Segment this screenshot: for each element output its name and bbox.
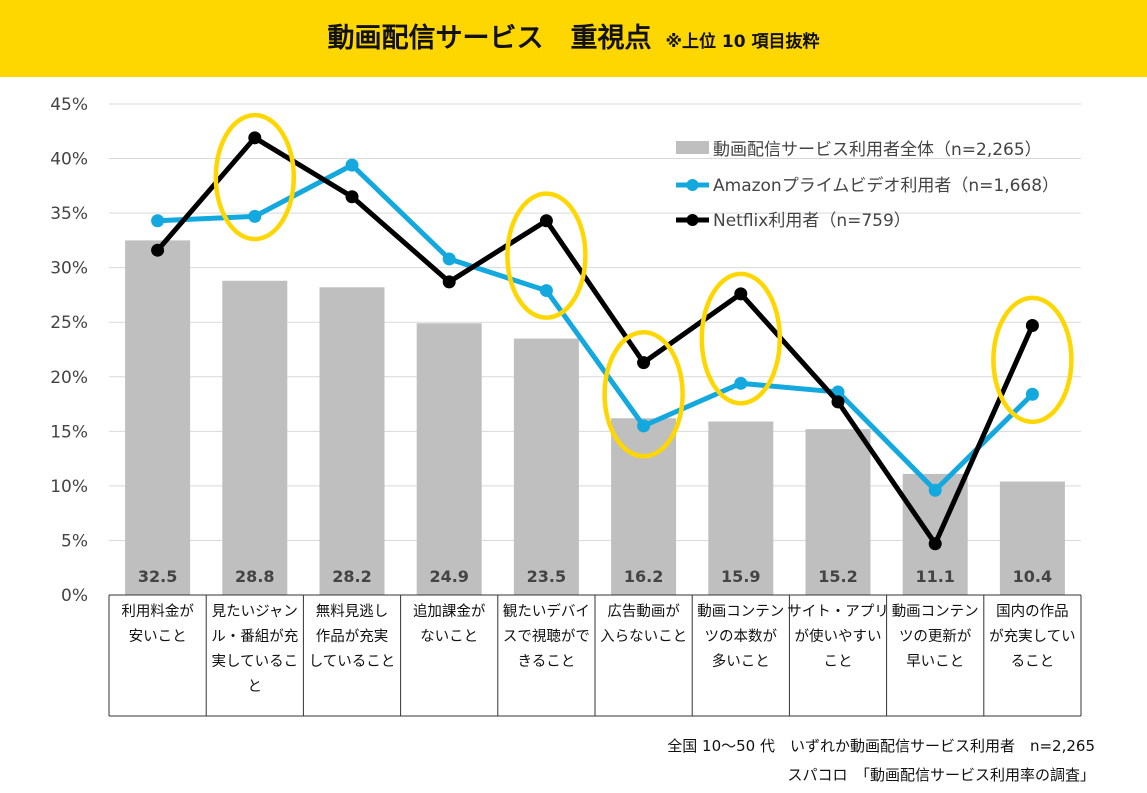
series-point [442, 252, 456, 266]
legend-label: Amazonプライムビデオ利用者（n=1,668） [713, 175, 1059, 196]
bar-data-label: 24.9 [429, 567, 468, 586]
category-label: サイト・アプリ [787, 603, 889, 620]
y-tick-label: 35% [50, 204, 88, 224]
series-point [539, 214, 553, 228]
series-point [248, 131, 262, 145]
series-point [734, 376, 748, 390]
category-label: こと [824, 654, 853, 670]
chart-title: 動画配信サービス 重視点 ※上位 10 項目抜粋 [0, 16, 1147, 55]
highlight-ellipse [602, 329, 685, 459]
series-point [248, 209, 262, 223]
category-label: 作品が充実 [316, 628, 389, 645]
series-point [345, 190, 359, 204]
category-label: 見たいジャン [212, 603, 298, 620]
category-label: 利用料金が [121, 603, 194, 620]
category-label: 追加課金が [413, 603, 486, 620]
bar-data-label: 11.1 [915, 567, 954, 586]
bar-data-label: 28.2 [332, 567, 371, 586]
bar [125, 240, 191, 595]
category-label: 安いこと [129, 628, 187, 645]
bar [513, 338, 579, 595]
category-label: きること [518, 653, 576, 670]
series-point [539, 284, 553, 298]
title-banner [0, 0, 1147, 77]
bar [708, 421, 774, 595]
category-label: が使いやすい [795, 628, 882, 645]
category-label: 多いこと [712, 653, 770, 670]
title-note: ※上位 10 項目抜粋 [665, 32, 820, 52]
series-point [442, 275, 456, 289]
y-tick-label: 0% [61, 586, 88, 606]
highlight-ellipse [699, 271, 783, 406]
bar-data-label: 23.5 [527, 567, 566, 586]
bar-data-label: 28.8 [235, 567, 274, 586]
series-point [637, 419, 651, 433]
y-tick-label: 5% [61, 531, 88, 551]
y-tick-label: 40% [50, 150, 88, 170]
y-tick-label: 15% [50, 422, 88, 442]
series-line [155, 135, 1035, 547]
series-point [1025, 387, 1039, 401]
category-label: ツの本数が [705, 628, 778, 645]
series-point [151, 214, 165, 228]
series-point [831, 395, 845, 409]
series-point [734, 287, 748, 301]
category-label: が充実してい [989, 628, 1076, 645]
bar [416, 323, 482, 595]
category-label: 入らないこと [600, 628, 687, 645]
series-point [151, 243, 165, 257]
category-label: ること [1011, 654, 1055, 670]
category-label: 無料見逃し [316, 603, 389, 620]
bar-data-label: 32.5 [138, 567, 177, 586]
category-label: 観たいデバイ [503, 602, 590, 620]
series-point [928, 537, 942, 551]
category-label: 広告動画が [607, 603, 680, 620]
bar [805, 429, 871, 595]
y-tick-label: 25% [50, 313, 88, 333]
highlight-ellipse [991, 295, 1074, 425]
category-label: 早いこと [906, 654, 964, 670]
category-label: スで視聴がで [503, 628, 590, 645]
y-tick-label: 20% [50, 368, 88, 388]
legend-label: Netflix利用者（n=759） [713, 211, 911, 231]
legend-swatch-marker [686, 179, 699, 191]
y-tick-label: 10% [50, 477, 88, 497]
footer-source: スパコロ 「動画配信サービス利用率の調査」 [787, 766, 1095, 784]
series-point [637, 356, 651, 370]
category-label: 実しているこ [212, 653, 299, 670]
category-label: 国内の作品 [996, 603, 1069, 620]
bar [319, 287, 385, 595]
category-label: していること [309, 654, 396, 670]
bar-data-label: 10.4 [1013, 567, 1052, 586]
series-point [1025, 318, 1039, 332]
category-label: ツの更新が [899, 628, 972, 645]
series-point [345, 158, 359, 172]
bar-data-label: 15.2 [818, 567, 857, 586]
y-tick-label: 30% [50, 259, 88, 279]
title-main: 動画配信サービス 重視点 [327, 23, 652, 54]
series-point [928, 483, 942, 497]
bar-data-label: 15.9 [721, 567, 760, 586]
category-label: ル・番組が充 [211, 628, 298, 645]
bar [222, 280, 288, 595]
highlight-ellipse [213, 112, 297, 242]
bar [999, 481, 1065, 595]
legend-swatch-marker [686, 214, 699, 226]
category-label: ないこと [420, 628, 478, 645]
bar-data-label: 16.2 [624, 567, 663, 586]
highlight-ellipse [505, 191, 588, 320]
legend-swatch-bar [676, 141, 709, 154]
footer-sample-note: 全国 10～50 代 いずれか動画配信サービス利用者 n=2,265 [667, 737, 1095, 755]
series-line [157, 162, 1035, 493]
category-label: 動画コンテン [892, 603, 979, 620]
y-tick-label: 45% [50, 95, 88, 115]
category-label: と [248, 679, 263, 695]
category-label: 動画コンテン [697, 603, 784, 620]
legend-label: 動画配信サービス利用者全体（n=2,265） [713, 140, 1042, 160]
